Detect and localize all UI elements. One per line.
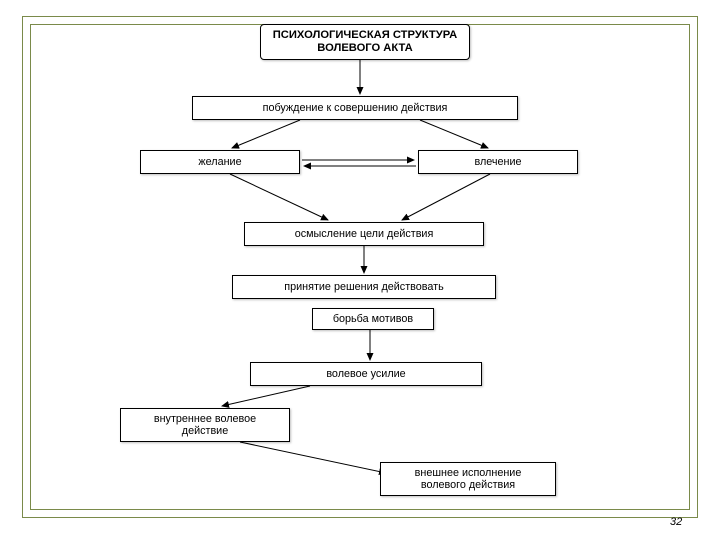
label-l2: волевого действия xyxy=(415,479,522,491)
label-l1: внешнее исполнение xyxy=(415,467,522,479)
title-line2: ВОЛЕВОГО АКТА xyxy=(273,42,458,55)
label-l1: внутреннее волевое xyxy=(154,413,256,425)
node-osmyslenie: осмысление цели действия xyxy=(244,222,484,246)
label: борьба мотивов xyxy=(333,313,413,325)
node-pobuzhdenie: побуждение к совершению действия xyxy=(192,96,518,120)
page-number: 32 xyxy=(670,516,682,528)
label: волевое усилие xyxy=(326,368,405,380)
node-vneshnee: внешнее исполнение волевого действия xyxy=(380,462,556,496)
node-volevoe-usilie: волевое усилие xyxy=(250,362,482,386)
label: влечение xyxy=(474,156,521,168)
label: побуждение к совершению действия xyxy=(263,102,448,114)
title-line1: ПСИХОЛОГИЧЕСКАЯ СТРУКТУРА xyxy=(273,29,458,42)
title-node: ПСИХОЛОГИЧЕСКАЯ СТРУКТУРА ВОЛЕВОГО АКТА xyxy=(260,24,470,60)
label: осмысление цели действия xyxy=(295,228,434,240)
label: желание xyxy=(198,156,241,168)
node-vnutrennee: внутреннее волевое действие xyxy=(120,408,290,442)
node-borba: борьба мотивов xyxy=(312,308,434,330)
label-l2: действие xyxy=(154,425,256,437)
node-vlechenie: влечение xyxy=(418,150,578,174)
label: принятие решения действовать xyxy=(284,281,443,293)
node-zhelanie: желание xyxy=(140,150,300,174)
node-prinyatie: принятие решения действовать xyxy=(232,275,496,299)
